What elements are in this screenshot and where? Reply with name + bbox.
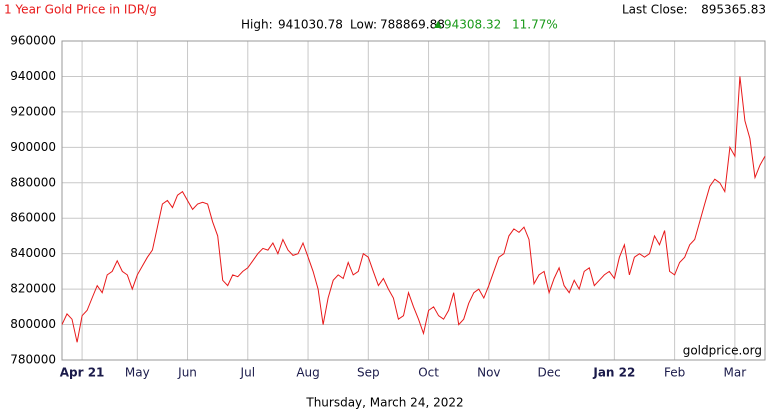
x-tick-label: Jul: [240, 366, 255, 380]
x-tick-label: Dec: [537, 366, 560, 380]
watermark: goldprice.org: [683, 344, 762, 358]
change: 94308.32: [444, 18, 501, 32]
y-tick-label: 920000: [10, 104, 56, 118]
x-tick-label: Jan 22: [592, 366, 635, 380]
chart-title: 1 Year Gold Price in IDR/g: [4, 3, 157, 17]
y-tick-label: 780000: [10, 353, 56, 367]
x-tick-label: Feb: [664, 366, 685, 380]
x-tick-label: Apr 21: [60, 366, 105, 380]
price-line: [61, 76, 766, 343]
x-tick-label: Mar: [724, 366, 747, 380]
plot-frame: [61, 40, 766, 361]
date: Thursday, March 24, 2022: [305, 396, 463, 410]
high: 941030.78: [278, 18, 343, 32]
y-tick-label: 820000: [10, 282, 56, 296]
x-tick-label: Nov: [477, 366, 500, 380]
y-tick-label: 960000: [10, 34, 56, 48]
x-tick-label: Aug: [296, 366, 319, 380]
change-pct: 11.77%: [512, 18, 558, 32]
x-tick-label: Jun: [177, 366, 197, 380]
last-close-label: Last Close:: [622, 3, 688, 17]
x-tick-label: Oct: [418, 366, 439, 380]
y-tick-label: 800000: [10, 317, 56, 331]
low: 788869.88: [380, 18, 445, 32]
y-tick-label: 840000: [10, 246, 56, 260]
x-tick-label: Sep: [357, 366, 380, 380]
y-tick-label: 860000: [10, 211, 56, 225]
x-tick-label: May: [125, 366, 150, 380]
last-close: 895365.83: [701, 3, 766, 17]
high-label: High:: [241, 18, 273, 32]
y-tick-label: 900000: [10, 140, 56, 154]
up-arrow: [434, 21, 442, 28]
low-label: Low:: [350, 18, 377, 32]
y-tick-label: 940000: [10, 69, 56, 83]
y-tick-label: 880000: [10, 175, 56, 189]
